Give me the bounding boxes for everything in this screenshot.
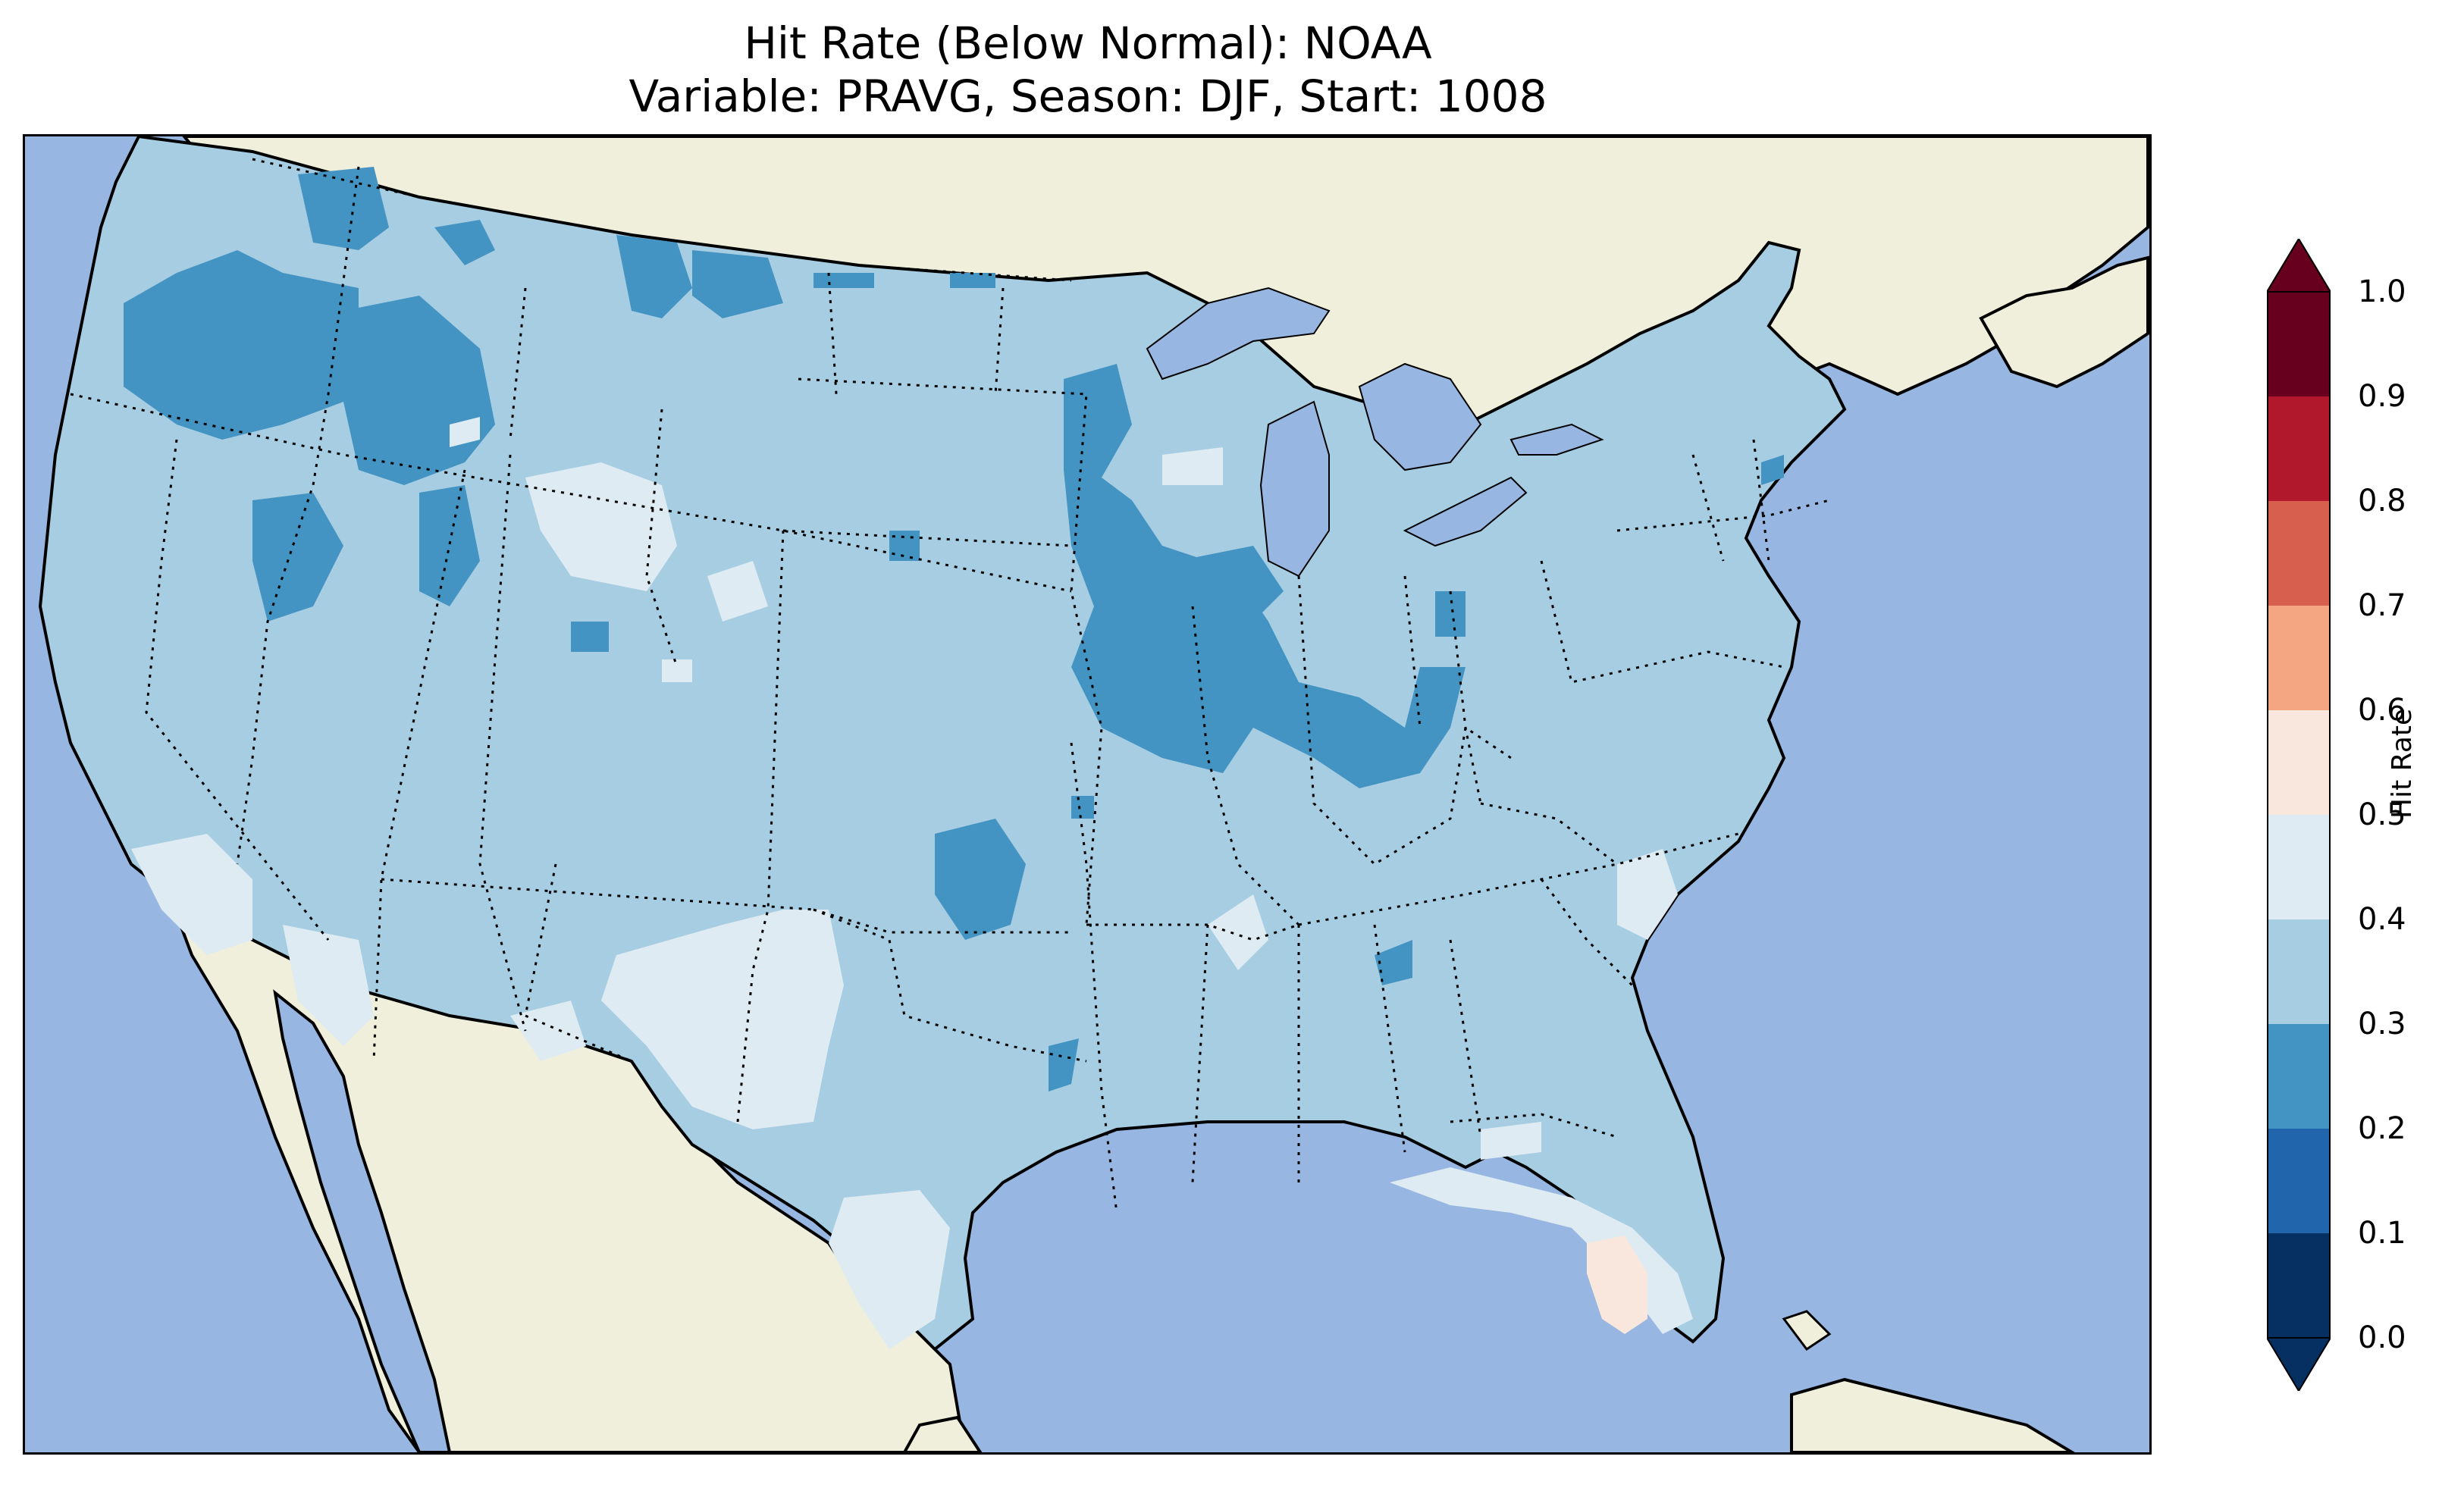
bahamas-land	[1782, 1310, 1832, 1351]
region-hit-0.2-0.3	[124, 167, 1784, 1092]
colorbar-bin-7	[2268, 501, 2330, 606]
colorbar-bin-3	[2268, 919, 2330, 1024]
map-title: Hit Rate (Below Normal): NOAA Variable: …	[0, 17, 2176, 123]
colorbar-tick-label: 0.7	[2358, 588, 2406, 623]
region-hit-0.5-0.6	[1587, 1236, 1647, 1334]
colorbar-tick-label: 0.8	[2358, 484, 2406, 518]
colorbar-bin-9	[2268, 292, 2330, 396]
colorbar-tick-label: 0.5	[2358, 797, 2406, 832]
colorbar-tick-label: 0.1	[2358, 1216, 2406, 1251]
yucatan-land	[902, 1415, 983, 1452]
colorbar-label: Hit Rate	[2387, 708, 2418, 819]
colorbar-tick-label: 0.3	[2358, 1007, 2406, 1041]
colorbar-bins	[2268, 292, 2330, 1338]
colorbar	[2267, 239, 2331, 1391]
title-line-2: Variable: PRAVG, Season: DJF, Start: 100…	[629, 70, 1547, 122]
map-frame	[23, 134, 2152, 1455]
colorbar-bin-0	[2268, 1233, 2330, 1338]
colorbar-tick-label: 0.9	[2358, 379, 2406, 414]
region-hit-0.4-0.5	[131, 417, 1693, 1349]
great-lakes	[1146, 287, 1604, 578]
maritimes-land	[1979, 255, 2149, 389]
map-canvas	[25, 136, 2149, 1452]
colorbar-extend-top	[2267, 239, 2331, 293]
colorbar-bin-5	[2268, 710, 2330, 815]
colorbar-outline	[2267, 291, 2331, 1339]
colorbar-bin-1	[2268, 1129, 2330, 1233]
colorbar-tick-label: 0.6	[2358, 693, 2406, 728]
colorbar-extend-bottom	[2267, 1337, 2331, 1391]
gulf-of-california	[273, 989, 452, 1452]
title-line-1: Hit Rate (Below Normal): NOAA	[744, 17, 1432, 69]
state-borders	[70, 166, 1830, 1214]
colorbar-bin-6	[2268, 606, 2330, 710]
colorbar-bin-8	[2268, 396, 2330, 501]
colorbar-tick-label: 0.2	[2358, 1111, 2406, 1146]
colorbar-tick-label: 1.0	[2358, 274, 2406, 309]
colorbar-bin-4	[2268, 815, 2330, 919]
colorbar-tick-label: 0.4	[2358, 902, 2406, 937]
colorbar-bin-2	[2268, 1024, 2330, 1129]
cuba-land	[1790, 1377, 2075, 1452]
colorbar-tick-label: 0.0	[2358, 1320, 2406, 1355]
